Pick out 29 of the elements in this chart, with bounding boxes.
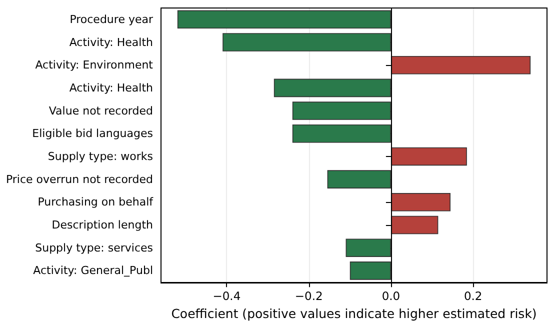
y-tick-label: Activity: Environment (35, 58, 154, 72)
y-tick-label: Activity: General_Publ (33, 264, 153, 278)
y-tick-label: Activity: Health (69, 81, 154, 94)
y-tick-label: Supply type: services (35, 241, 154, 254)
y-tick-label: Procedure year (70, 12, 154, 26)
bar (292, 102, 391, 120)
bar (390, 193, 450, 212)
y-tick-label: Purchasing on behalf (38, 196, 154, 209)
bar (177, 10, 391, 29)
x-tick-label: 0.2 (464, 289, 482, 304)
bar (346, 238, 391, 257)
bar (350, 262, 391, 280)
bar (327, 170, 391, 188)
y-tick-label: Value not recorded (48, 104, 153, 118)
y-tick-label: Supply type: works (48, 150, 154, 163)
bar (222, 33, 391, 52)
x-tick-label: −0.2 (294, 289, 323, 304)
bar (390, 216, 438, 234)
x-tick-label: −0.4 (212, 289, 241, 304)
y-tick-label: Eligible bid languages (32, 127, 154, 140)
y-tick-label: Description length (52, 218, 154, 232)
bar (292, 124, 391, 143)
x-axis-title: Coefficient (positive values indicate higher estimated risk) (171, 306, 537, 321)
y-tick-label: Price overrun not recorded (6, 172, 153, 186)
bar (274, 78, 391, 98)
bar (390, 56, 531, 74)
bar (390, 147, 467, 166)
x-tick-label: 0.0 (382, 289, 400, 304)
y-tick-label: Activity: Health (69, 36, 154, 49)
